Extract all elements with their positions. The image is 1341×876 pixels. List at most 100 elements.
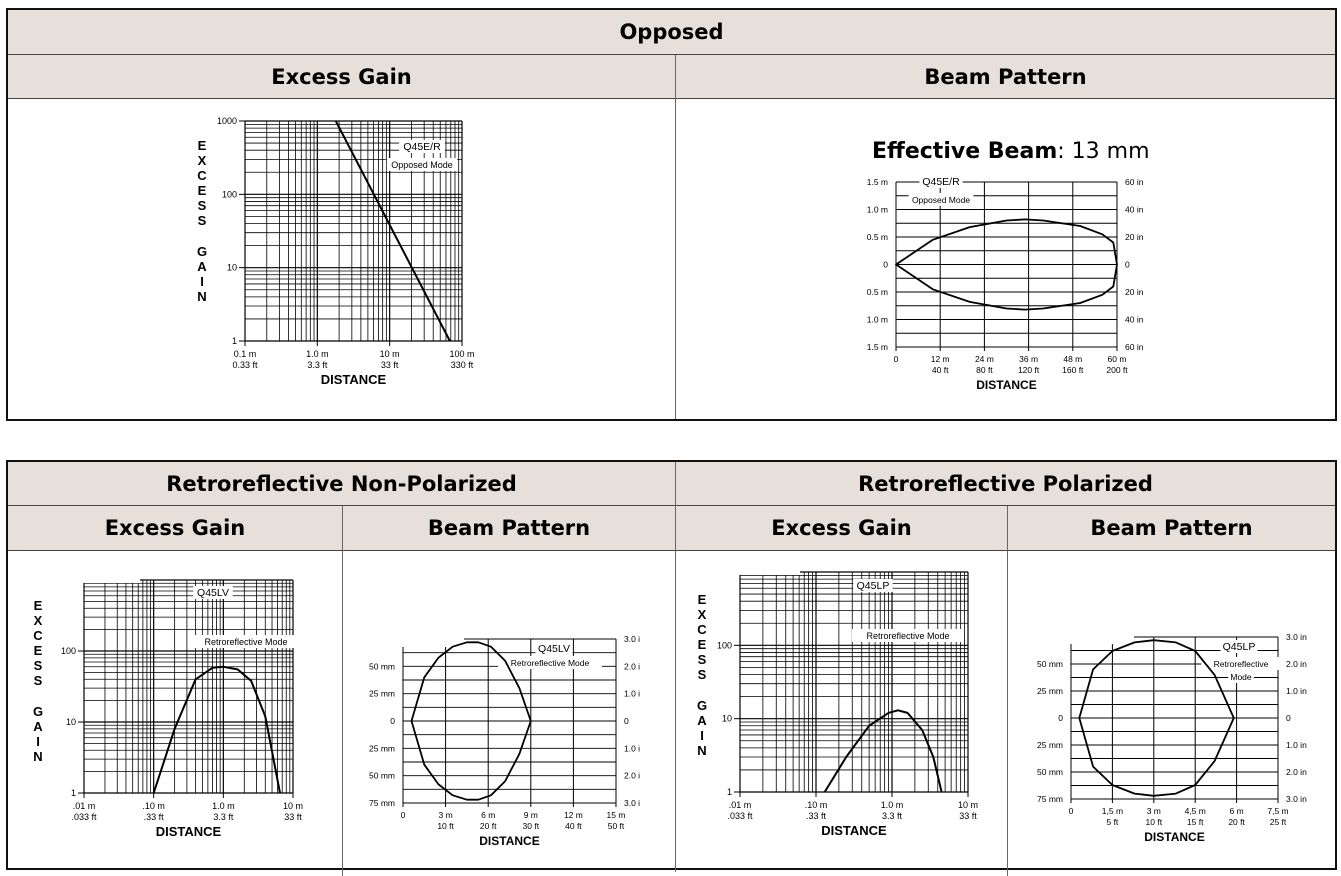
x-tick-label-m: 10 m [283, 801, 303, 811]
x-tick-label-ft: 0.33 ft [232, 360, 258, 370]
legend-bg [386, 158, 458, 171]
legend-label: Opposed Mode [391, 160, 453, 170]
x-tick-label-m: 12 m [931, 354, 950, 364]
x-tick-label-m: 1.0 m [306, 349, 329, 359]
x-tick-label-ft: .33 ft [806, 811, 827, 821]
retro-beam-header: Beam Pattern [343, 506, 675, 550]
y-tick-label-right: 40 in [1125, 315, 1144, 325]
y-axis-letter: S [198, 198, 207, 213]
y-tick-label-right: 60 in [1125, 177, 1144, 187]
x-tick-label-ft: 33 ft [959, 811, 977, 821]
y-axis-letter: E [34, 598, 43, 613]
polar-beam-pattern-chart: 75 mm 3.0 in 50 mm 2.0 in 25 mm 1.0 in 0 0 25 mm… [1030, 632, 1307, 844]
y-axis-letter: G [197, 244, 207, 259]
y-tick-label-left: 25 mm [369, 689, 395, 699]
y-axis-letter: N [33, 749, 42, 764]
x-tick-label-m: 0 [894, 354, 899, 364]
y-tick-label-right: 2.0 in [1286, 659, 1307, 669]
y-tick-label-right: 2.0 in [1286, 767, 1307, 777]
y-axis-letter: S [34, 658, 43, 673]
x-tick-label-m: 100 m [449, 349, 474, 359]
x-tick-label-m: 1.0 m [212, 801, 235, 811]
legend-bg [908, 193, 974, 206]
legend-label: Retroreflective Mode [204, 637, 287, 647]
legend-label: Q45E/R [922, 176, 960, 188]
beam-curve [1078, 639, 1235, 797]
y-tick-label: 10 [227, 263, 237, 273]
annotation-label: With BRT-3 Reflector [1084, 632, 1156, 634]
opposed-title: Opposed [8, 10, 1335, 54]
y-tick-label-left: 75 mm [1037, 794, 1063, 804]
y-tick-label-right: 1.0 in [1286, 740, 1307, 750]
y-tick-label-left: 0 [1058, 713, 1063, 723]
divider [8, 505, 1335, 506]
legend-label: Retroreflective [1214, 659, 1269, 669]
y-tick-label-left: 1.5 m [867, 342, 888, 352]
legend-label: Opposed Mode [912, 195, 970, 205]
y-tick-label: 1 [71, 788, 76, 798]
y-tick-label-right: 0 [624, 716, 629, 726]
x-tick-label-ft: 200 ft [1106, 365, 1128, 375]
x-tick-label-m: 24 m [975, 354, 994, 364]
y-axis-letter: S [34, 673, 43, 688]
x-tick-label-ft: 25 ft [1270, 817, 1287, 827]
y-axis-letter: I [36, 734, 40, 749]
x-axis-label: DISTANCE [821, 823, 887, 838]
effective-beam-value: 13 mm [1071, 139, 1150, 164]
divider [8, 54, 1335, 55]
y-tick-label-right: 2.0 in [624, 771, 640, 781]
legend-label: Q45LP [1223, 641, 1256, 653]
y-axis-letter: X [698, 607, 707, 622]
x-tick-label-ft: 5 ft [1106, 817, 1118, 827]
x-tick-label-m: 6 m [481, 810, 495, 820]
x-tick-label-ft: 120 ft [1018, 365, 1040, 375]
x-axis-label: DISTANCE [1144, 830, 1204, 844]
y-tick-label-right: 20 in [1125, 232, 1144, 242]
gain-curve [152, 665, 281, 794]
y-tick-label-left: 50 mm [1037, 767, 1063, 777]
y-axis-letter: N [697, 743, 706, 758]
y-tick-label-right: 2.0 in [624, 661, 640, 671]
x-tick-label-m: 12 m [564, 810, 583, 820]
x-tick-label-m: 36 m [1019, 354, 1038, 364]
retro-table: Retroreflective Non-Polarized Retrorefle… [6, 460, 1337, 876]
effective-beam: Effective Beam: 13 mm [872, 139, 1150, 164]
y-tick-label-right: 1.0 in [1286, 686, 1307, 696]
legend-bg [535, 642, 573, 655]
x-tick-label-m: .10 m [142, 801, 165, 811]
y-axis-letter: C [697, 622, 707, 637]
y-axis-letter: E [698, 637, 707, 652]
x-tick-label-m: 0 [401, 810, 406, 820]
y-axis-letter: E [198, 183, 207, 198]
y-axis-letter: X [198, 153, 207, 168]
y-axis-letter: I [200, 274, 204, 289]
annotation-bg [1030, 632, 1134, 644]
y-tick-label-right: 40 in [1125, 205, 1144, 215]
opposed-excess-gain-chart: 1 10 100 1000 0.1 m0.33 ft 1.0 m3.3 ft 10 m33 … [197, 116, 475, 387]
legend-label: Q45E/R [403, 141, 441, 153]
x-tick-label-m: 9 m [524, 810, 538, 820]
column-divider [675, 55, 676, 419]
legend-bg [498, 656, 602, 669]
x-tick-label-ft: 20 ft [480, 821, 497, 831]
column-divider [675, 462, 676, 872]
retro-gain-header: Excess Gain [8, 506, 342, 550]
legend-label: Q45LV [197, 587, 229, 599]
x-tick-label-ft: 80 ft [976, 365, 993, 375]
y-axis-letter: G [697, 698, 707, 713]
y-tick-label-right: 3.0 in [1286, 632, 1307, 642]
legend-bg [1220, 640, 1258, 653]
y-tick-label-left: 0.5 m [867, 232, 888, 242]
x-tick-label-ft: .033 ft [727, 811, 753, 821]
y-axis-letter: N [197, 289, 206, 304]
y-tick-label-left: 50 mm [369, 661, 395, 671]
beam-curve [410, 641, 532, 801]
x-tick-label-ft: 40 ft [565, 821, 582, 831]
annotation-label: With BRT-3 Reflector [794, 562, 892, 564]
annotation-label: With BRT-3 Reflector [197, 570, 273, 572]
x-tick-label-m: 6 m [1230, 806, 1244, 816]
legend-bg [1228, 670, 1254, 683]
x-tick-label-ft: 10 ft [437, 821, 454, 831]
